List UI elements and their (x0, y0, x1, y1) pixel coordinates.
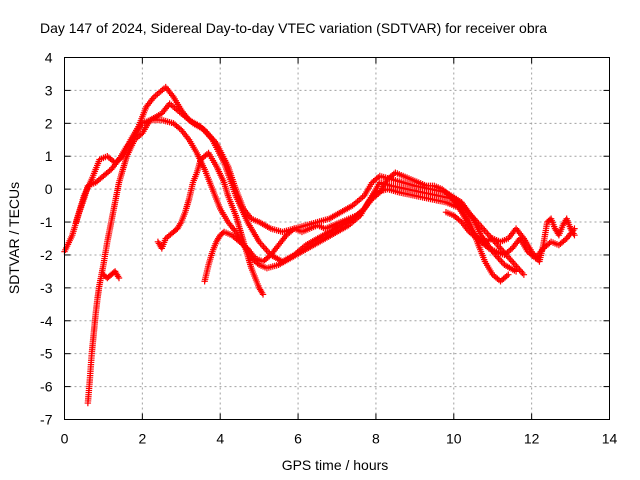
y-tick-label: -7 (40, 412, 53, 428)
y-tick-label: -4 (40, 313, 53, 329)
y-tick-label: 4 (45, 50, 53, 66)
x-tick-label: 14 (602, 431, 618, 447)
y-tick-label: 0 (45, 181, 53, 197)
track-2-point (520, 271, 528, 278)
track-1-point (505, 271, 512, 278)
y-axis-label: SDTVAR / TECUs (6, 182, 22, 294)
y-tick-label: 2 (45, 115, 53, 131)
x-tick-label: 0 (61, 431, 69, 447)
x-tick-label: 6 (294, 431, 302, 447)
track-3-point (512, 268, 520, 275)
data-points (61, 83, 578, 407)
track-7-point (571, 232, 578, 239)
track-4-point (115, 274, 123, 282)
y-tick-label: -5 (40, 346, 53, 362)
grid-lines (64, 57, 610, 420)
x-tick-label: 12 (524, 431, 540, 447)
x-axis-label: GPS time / hours (282, 457, 389, 473)
plot-frame (64, 57, 610, 420)
y-tick-label: 1 (45, 148, 53, 164)
y-tick-label: -1 (40, 214, 53, 230)
x-tick-label: 2 (138, 431, 146, 447)
track-5-point (259, 291, 267, 298)
y-tick-label: -3 (40, 280, 53, 296)
y-tick-label: -2 (40, 247, 53, 263)
y-tick-label: -6 (40, 379, 53, 395)
x-tick-label: 8 (372, 431, 380, 447)
chart-title: Day 147 of 2024, Sidereal Day-to-day VTE… (40, 20, 547, 36)
x-tick-label: 10 (446, 431, 462, 447)
x-tick-label: 4 (216, 431, 224, 447)
y-tick-label: 3 (45, 82, 53, 98)
